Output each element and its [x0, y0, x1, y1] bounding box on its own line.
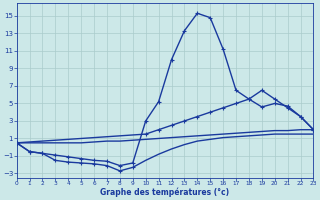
X-axis label: Graphe des températures (°c): Graphe des températures (°c)	[100, 188, 230, 197]
